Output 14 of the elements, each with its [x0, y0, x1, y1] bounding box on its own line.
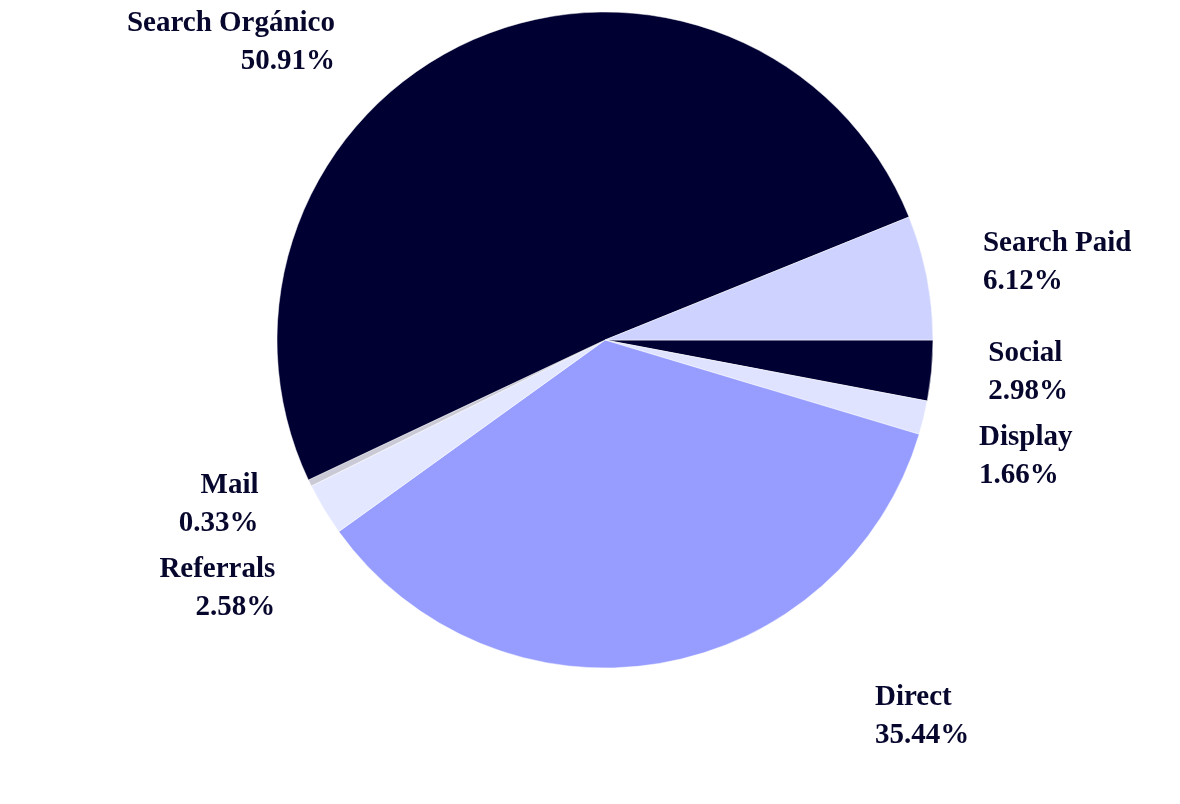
- slice-label: Referrals: [159, 550, 276, 583]
- data-label: 2.98%: [988, 372, 1069, 405]
- slice-label: Search Orgánico: [126, 5, 335, 37]
- data-label: 0.33%: [178, 504, 259, 537]
- slice-label: Social: [988, 334, 1063, 367]
- data-label: 35.44%: [875, 716, 970, 749]
- data-label: 1.66%: [979, 456, 1059, 489]
- slice-label: Search Paid: [982, 225, 1132, 258]
- data-label: 6.12%: [982, 263, 1063, 296]
- data-label: 50.91%: [240, 43, 335, 75]
- slice-label: Display: [979, 418, 1073, 451]
- slice-label: Mail: [200, 466, 259, 499]
- data-label: 2.58%: [195, 588, 276, 621]
- slice-label: Direct: [875, 678, 953, 711]
